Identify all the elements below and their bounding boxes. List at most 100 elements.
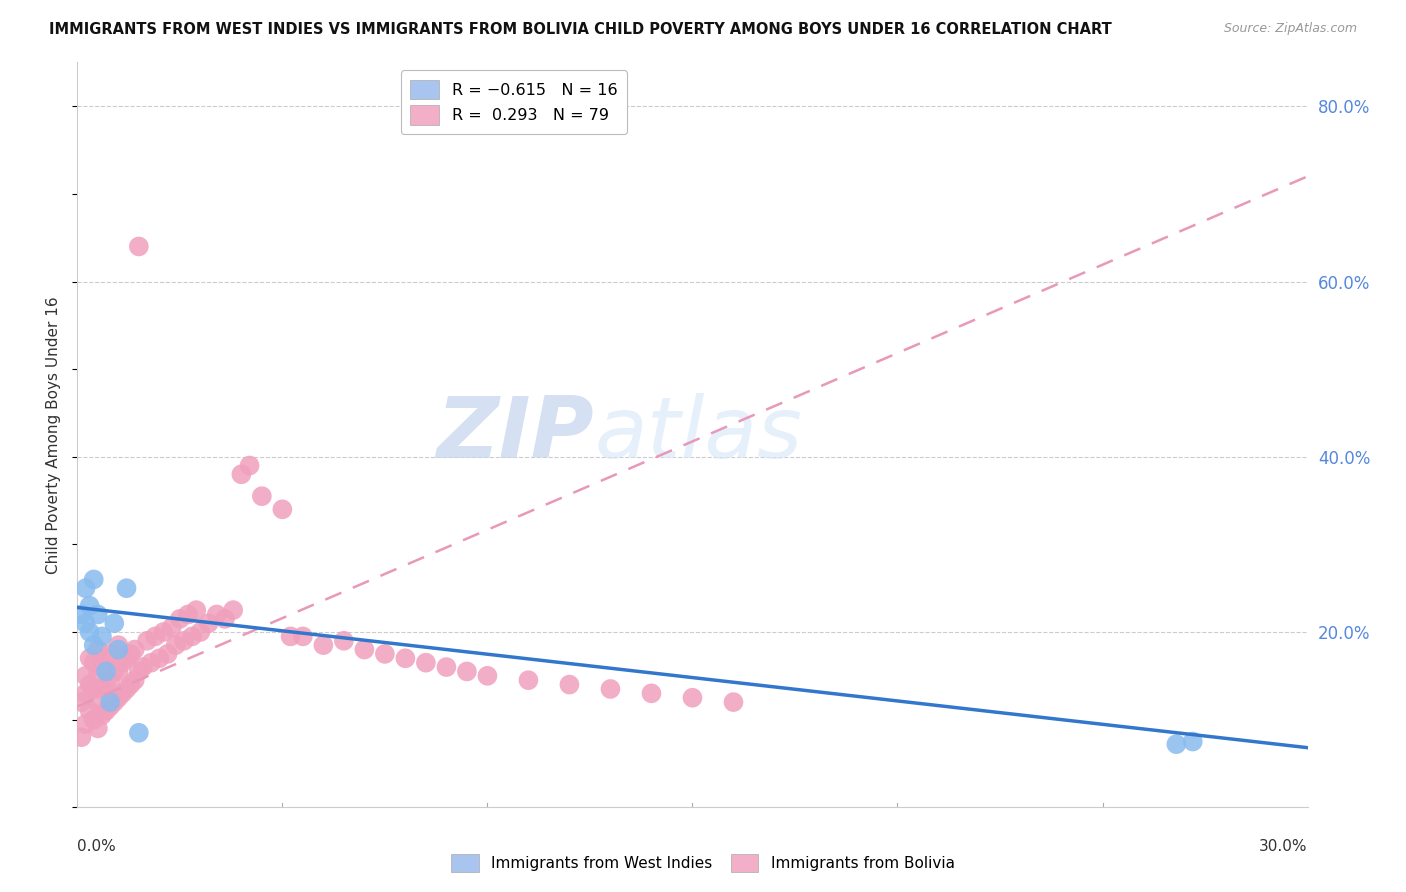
Point xyxy=(115,581,138,595)
Point xyxy=(120,647,142,661)
Point xyxy=(188,625,212,640)
Point xyxy=(456,665,478,679)
Point xyxy=(90,660,114,674)
Point xyxy=(181,629,204,643)
Point xyxy=(115,681,138,696)
Point xyxy=(103,665,125,679)
Point xyxy=(222,603,245,617)
Point xyxy=(124,642,146,657)
Text: 30.0%: 30.0% xyxy=(1260,838,1308,854)
Point xyxy=(94,665,117,679)
Text: ZIP: ZIP xyxy=(436,393,595,476)
Point xyxy=(132,660,155,674)
Point xyxy=(70,607,93,622)
Point xyxy=(79,599,101,613)
Point xyxy=(517,673,540,688)
Point xyxy=(128,665,150,679)
Point xyxy=(271,502,294,516)
Legend: Immigrants from West Indies, Immigrants from Bolivia: Immigrants from West Indies, Immigrants … xyxy=(444,846,962,880)
Point xyxy=(87,722,110,736)
Point xyxy=(90,681,114,696)
Point xyxy=(83,681,105,696)
Point xyxy=(98,695,121,709)
Text: IMMIGRANTS FROM WEST INDIES VS IMMIGRANTS FROM BOLIVIA CHILD POVERTY AMONG BOYS : IMMIGRANTS FROM WEST INDIES VS IMMIGRANT… xyxy=(49,22,1112,37)
Point xyxy=(107,665,129,679)
Point xyxy=(165,638,187,652)
Text: Source: ZipAtlas.com: Source: ZipAtlas.com xyxy=(1223,22,1357,36)
Point xyxy=(90,629,114,643)
Point xyxy=(599,681,621,696)
Point xyxy=(87,607,110,622)
Point xyxy=(682,690,704,705)
Point xyxy=(143,629,166,643)
Point xyxy=(374,647,396,661)
Point xyxy=(98,647,121,661)
Point xyxy=(75,717,97,731)
Point xyxy=(231,467,253,482)
Point xyxy=(98,699,121,714)
Point xyxy=(83,713,105,727)
Point xyxy=(70,695,93,709)
Point xyxy=(107,638,129,652)
Point xyxy=(353,642,375,657)
Point xyxy=(558,677,581,691)
Point xyxy=(177,607,200,622)
Point xyxy=(87,642,110,657)
Point xyxy=(394,651,416,665)
Point xyxy=(291,629,314,643)
Point xyxy=(115,651,138,665)
Point xyxy=(280,629,302,643)
Point xyxy=(83,656,105,670)
Point xyxy=(128,239,150,253)
Point xyxy=(214,612,236,626)
Point xyxy=(94,651,117,665)
Point xyxy=(436,660,458,674)
Point xyxy=(75,686,97,700)
Point xyxy=(141,656,163,670)
Point xyxy=(152,625,174,640)
Legend: R = −0.615   N = 16, R =  0.293   N = 79: R = −0.615 N = 16, R = 0.293 N = 79 xyxy=(401,70,627,134)
Text: atlas: atlas xyxy=(595,393,801,476)
Point xyxy=(90,708,114,723)
Point xyxy=(333,633,356,648)
Point xyxy=(723,695,745,709)
Point xyxy=(94,677,117,691)
Text: 0.0%: 0.0% xyxy=(77,838,117,854)
Point xyxy=(136,633,159,648)
Point xyxy=(79,677,101,691)
Point xyxy=(120,677,142,691)
Point xyxy=(94,704,117,718)
Point xyxy=(79,625,101,640)
Point xyxy=(70,730,93,744)
Point xyxy=(87,669,110,683)
Point xyxy=(79,651,101,665)
Point xyxy=(87,695,110,709)
Y-axis label: Child Poverty Among Boys Under 16: Child Poverty Among Boys Under 16 xyxy=(46,296,62,574)
Point xyxy=(107,642,129,657)
Point xyxy=(1181,734,1204,748)
Point xyxy=(75,669,97,683)
Point xyxy=(103,695,125,709)
Point xyxy=(186,603,208,617)
Point xyxy=(640,686,662,700)
Point xyxy=(197,616,219,631)
Point xyxy=(98,673,121,688)
Point xyxy=(173,633,195,648)
Point xyxy=(75,616,97,631)
Point xyxy=(111,656,134,670)
Point xyxy=(156,647,179,661)
Point xyxy=(107,690,129,705)
Point xyxy=(312,638,335,652)
Point xyxy=(103,616,125,631)
Point xyxy=(160,621,183,635)
Point xyxy=(83,573,105,587)
Point xyxy=(83,638,105,652)
Point xyxy=(75,581,97,595)
Point xyxy=(239,458,262,473)
Point xyxy=(79,704,101,718)
Point xyxy=(169,612,191,626)
Point xyxy=(124,673,146,688)
Point xyxy=(148,651,170,665)
Point xyxy=(111,686,134,700)
Point xyxy=(477,669,499,683)
